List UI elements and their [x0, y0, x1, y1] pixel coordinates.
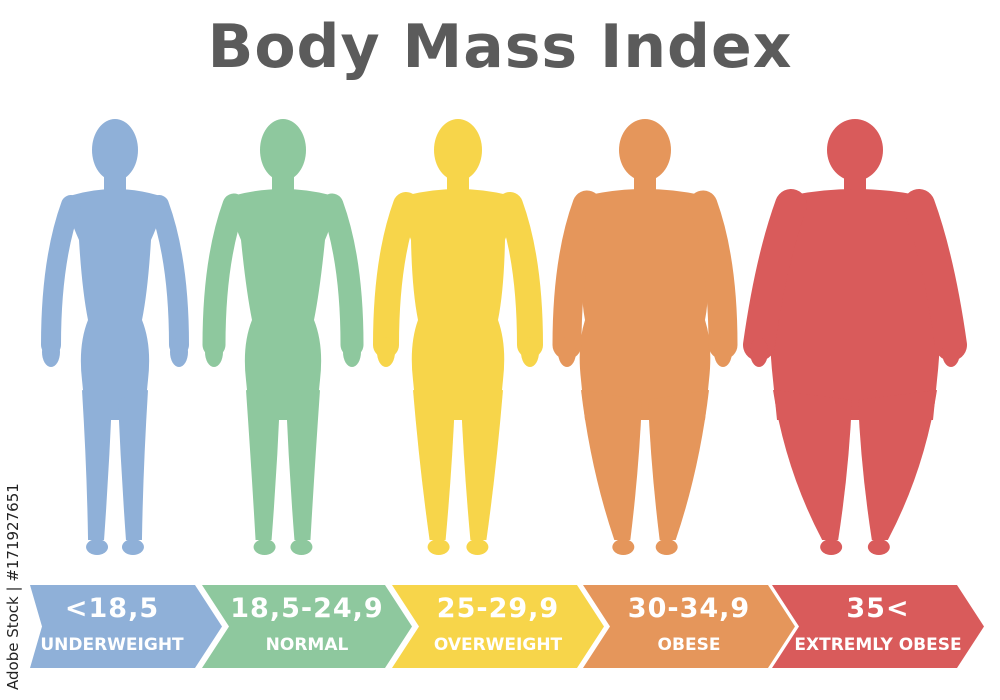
torso	[769, 189, 941, 420]
head	[260, 119, 306, 181]
bmi-category: OVERWEIGHT	[433, 635, 563, 655]
torso	[231, 189, 335, 420]
bmi-arrow-underweight: <18,5 UNDERWEIGHT	[30, 585, 222, 668]
foot	[466, 539, 489, 555]
leg	[286, 390, 320, 540]
leg	[858, 390, 937, 540]
bmi-category: OBESE	[657, 635, 721, 655]
foot	[253, 539, 276, 555]
bmi-range: 18,5-24,9	[230, 593, 384, 624]
bmi-range: 35<	[846, 593, 910, 624]
arrow-shape	[202, 585, 412, 668]
head	[92, 119, 138, 181]
arm	[688, 190, 738, 360]
leg	[461, 390, 503, 540]
foot	[86, 539, 109, 555]
head	[827, 119, 883, 181]
bmi-range: 25-29,9	[436, 593, 560, 624]
bmi-arrow-overweight: 25-29,9 OVERWEIGHT	[392, 585, 604, 668]
head	[619, 119, 671, 181]
bmi-arrow-normal: 18,5-24,9 NORMAL	[202, 585, 412, 668]
hand	[205, 337, 223, 367]
leg	[118, 390, 148, 540]
hand	[377, 337, 395, 367]
foot	[121, 539, 144, 555]
torso	[68, 189, 162, 420]
silhouette-overweight	[373, 119, 543, 555]
arm	[743, 189, 807, 361]
foot	[820, 539, 843, 555]
arm	[903, 189, 967, 361]
hand	[750, 337, 768, 367]
foot	[612, 539, 635, 555]
arrow-shape	[392, 585, 604, 668]
bmi-category: EXTREMLY OBESE	[794, 635, 962, 655]
foot	[290, 539, 313, 555]
foot	[655, 539, 678, 555]
bmi-arrow-obese: 30-34,9 OBESE	[583, 585, 795, 668]
bmi-arrow-extremely-obese: 35< EXTREMLY OBESE	[772, 585, 984, 668]
bmi-category: NORMAL	[265, 635, 349, 655]
leg	[246, 390, 280, 540]
arm	[373, 192, 419, 358]
leg	[82, 390, 112, 540]
hand	[42, 337, 60, 367]
leg	[581, 390, 642, 540]
silhouette-underweight	[41, 119, 189, 555]
hand	[942, 337, 960, 367]
stock-credit: Adobe Stock | #171927651	[4, 483, 22, 690]
leg	[413, 390, 455, 540]
arrow-shape	[583, 585, 795, 668]
torso	[579, 189, 711, 420]
silhouette-obese	[552, 119, 738, 555]
leg	[773, 390, 852, 540]
hand	[714, 337, 732, 367]
head	[434, 119, 482, 181]
arm	[320, 193, 364, 357]
silhouette-extremely-obese	[743, 119, 967, 555]
bmi-range: <18,5	[64, 593, 160, 624]
arm	[149, 195, 189, 355]
foot	[427, 539, 450, 555]
arrow-shape	[772, 585, 984, 668]
bmi-range: 30-34,9	[627, 593, 751, 624]
arm	[41, 195, 81, 355]
hand	[343, 337, 361, 367]
arm	[497, 192, 543, 358]
page-title: Body Mass Index	[207, 12, 793, 82]
bmi-category: UNDERWEIGHT	[40, 635, 184, 655]
torso	[402, 189, 514, 420]
foot	[867, 539, 890, 555]
leg	[648, 390, 709, 540]
hand	[170, 337, 188, 367]
hand	[521, 337, 539, 367]
hand	[558, 337, 576, 367]
silhouette-normal	[202, 119, 364, 555]
arrow-shape	[30, 585, 222, 668]
arm	[552, 190, 602, 360]
arm	[202, 193, 246, 357]
